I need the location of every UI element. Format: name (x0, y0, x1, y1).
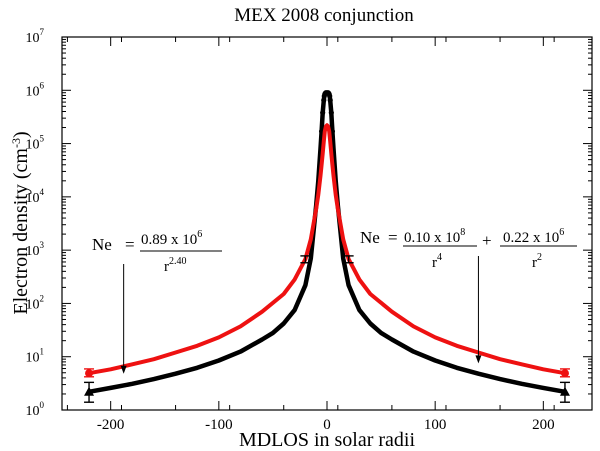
left-arrow (120, 264, 127, 374)
x-tick-label: 0 (323, 417, 331, 433)
y-axis-label: Electron density (cm-3) (9, 131, 32, 314)
right-eq-term1-denominator: r4 (432, 252, 442, 271)
y-axis: 100 101 102 103 104 105 106 107 (26, 27, 592, 419)
x-tick-label: -100 (205, 417, 233, 433)
y-tick-label: 103 (26, 240, 45, 259)
right-eq-term2-denominator: r2 (532, 252, 542, 271)
y-tick-label: 104 (26, 187, 45, 206)
left-eq-lhs: Ne (92, 235, 112, 254)
y-tick-label: 105 (26, 134, 45, 153)
data-point (321, 97, 327, 103)
right-eq-term1-numerator: 0.10 x 108 (404, 227, 465, 246)
y-tick-label: 101 (26, 347, 45, 366)
left-eq-numerator: 0.89 x 106 (141, 229, 202, 248)
x-axis: -200 -100 0 100 200 (66, 37, 555, 433)
chart-title: MEX 2008 conjunction (234, 5, 414, 26)
x-axis-label: MDLOS in solar radii (239, 429, 416, 451)
arrow-head (120, 365, 127, 374)
left-eq-denominator: r2.40 (164, 256, 187, 275)
right-eq-term2-numerator: 0.22 x 106 (503, 227, 564, 246)
left-eq-equals: = (125, 235, 135, 254)
y-tick-label: 100 (26, 400, 45, 419)
y-tick-label: 107 (26, 27, 45, 46)
right-eq-plus: + (482, 231, 492, 250)
x-tick-label: -200 (97, 417, 125, 433)
series-line (87, 123, 567, 376)
errorbar-layer (84, 255, 570, 403)
data-point (327, 93, 333, 99)
x-tick-label: 200 (532, 417, 555, 433)
y-tick-label: 102 (26, 293, 45, 312)
right-eq-lhs: Ne (360, 228, 380, 247)
right-arrow (475, 256, 482, 364)
data-point (327, 97, 333, 103)
data-point (328, 110, 334, 116)
arrow-head (475, 355, 482, 364)
y-tick-label: 106 (26, 80, 45, 99)
x-tick-label: 100 (424, 417, 447, 433)
right-equation: Ne = 0.10 x 108 r4 + 0.22 x 106 r2 (360, 227, 577, 271)
left-equation: Ne = 0.89 x 106 r2.40 (92, 229, 222, 275)
data-point (320, 110, 326, 116)
right-eq-equals: = (388, 228, 398, 247)
